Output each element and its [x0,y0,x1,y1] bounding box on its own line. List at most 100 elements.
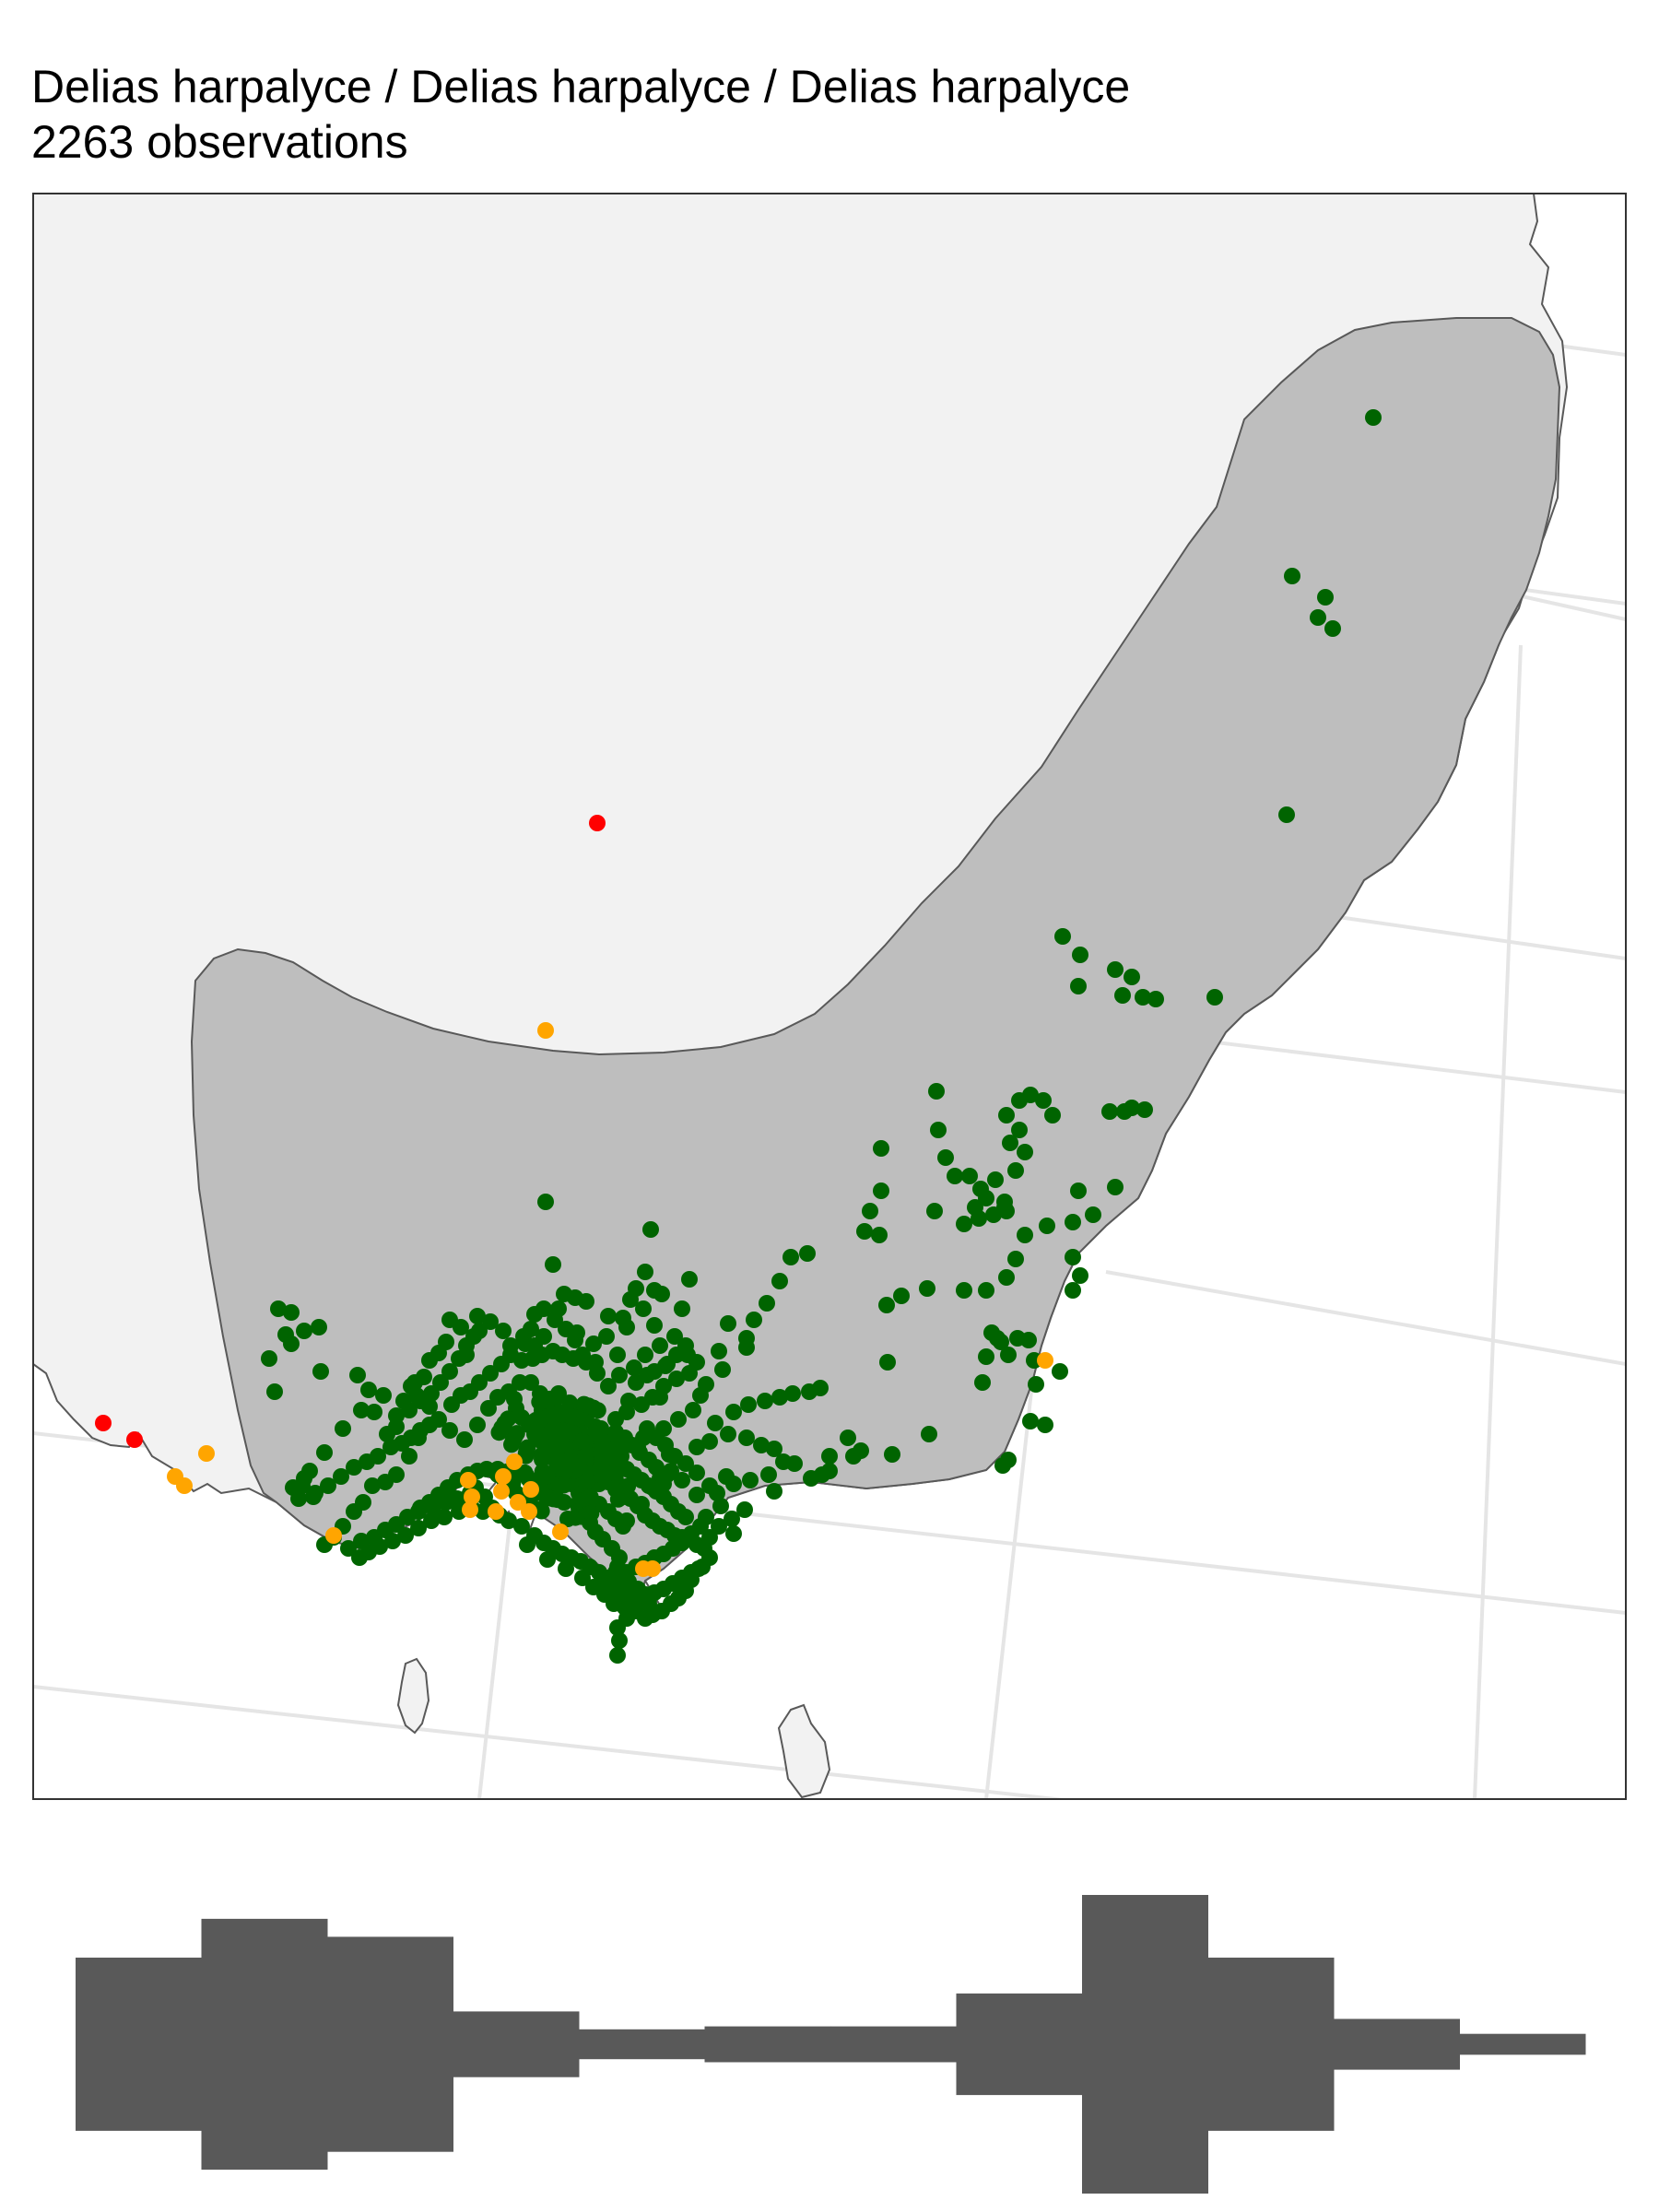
observation-point [1007,1251,1024,1267]
observation-point [609,1647,626,1664]
observation-point [425,1500,441,1516]
observation-point [379,1426,395,1442]
observation-point [666,1328,683,1345]
observation-point [994,1457,1011,1474]
observation-point [585,1335,602,1352]
observation-point [482,1313,499,1330]
observation-point [757,1393,773,1409]
observation-point [176,1477,193,1494]
observation-point [646,1363,663,1380]
observation-point [1107,1179,1124,1195]
observation-point [1114,987,1131,1004]
observation-point [1147,991,1164,1007]
observation-point [873,1140,889,1157]
observation-point [688,1465,705,1481]
observation-point [930,1122,947,1138]
observation-point [490,1424,508,1441]
observation-point [126,1431,143,1448]
observation-point [803,1470,819,1487]
observation-point [539,1551,556,1568]
observation-point [840,1430,856,1446]
observation-point [998,1107,1015,1124]
observation-point [978,1348,994,1365]
observation-point [506,1453,523,1470]
observation-point [410,1520,427,1536]
observation-point [469,1417,486,1433]
observation-point [441,1363,458,1380]
observation-point [670,1411,687,1428]
observation-point [978,1282,994,1299]
observation-point [408,1387,425,1404]
observation-point [266,1383,283,1400]
histogram-bar [76,1958,202,2131]
observation-point [681,1271,698,1288]
observation-point [493,1483,510,1500]
observation-point [285,1479,301,1496]
observation-point [510,1494,526,1511]
observation-point [659,1466,676,1483]
observation-point [615,1518,631,1535]
observation-point [611,1632,628,1649]
observation-point [1124,1100,1140,1116]
observation-point [956,1282,972,1299]
observation-point [1317,589,1334,606]
observation-point [588,1425,606,1442]
observation-point [740,1396,757,1413]
observation-point [533,1426,550,1443]
observation-point [475,1503,491,1520]
observation-point [1324,620,1341,637]
observation-point [346,1459,362,1476]
observation-point [685,1402,701,1418]
observation-point [871,1227,888,1243]
observation-point [956,1216,972,1232]
observation-point [353,1402,370,1418]
observation-point [742,1472,759,1488]
observation-point [615,1310,631,1326]
observation-point [1135,989,1151,1006]
observation-point [325,1527,342,1544]
observation-point [430,1411,447,1428]
observation-point [1037,1417,1053,1433]
observation-point [397,1527,414,1544]
observation-point [856,1223,873,1240]
observation-point [619,1477,637,1495]
observation-point [558,1560,574,1577]
observation-point [1022,1413,1039,1430]
observation-point [606,1595,622,1612]
observation-point [884,1446,900,1463]
observation-point [646,1317,663,1334]
observation-point [1365,409,1382,426]
observation-point [759,1295,775,1312]
observation-point [533,1502,550,1520]
observation-point [1278,806,1295,823]
observation-point [701,1529,718,1546]
observation-point [495,1323,512,1339]
observation-point [1101,1103,1118,1120]
observation-point [1124,969,1140,985]
observation-point [283,1335,300,1352]
observation-point [471,1374,488,1391]
observation-point [1065,1282,1081,1299]
observation-point [556,1286,572,1302]
observation-point [569,1324,585,1341]
observation-point [333,1468,349,1485]
histogram-bar [830,2026,957,2063]
observation-point [95,1415,112,1431]
observation-point [998,1269,1015,1286]
observation-point [893,1288,910,1304]
observation-point [270,1300,287,1317]
king-island [396,1657,430,1735]
observation-point [688,1487,705,1503]
histogram-bar [579,2029,705,2060]
observation-point [628,1592,644,1608]
observation-point [720,1315,736,1332]
observation-point [480,1400,497,1417]
observation-point [555,1422,572,1440]
observation-point [564,1408,582,1426]
observation-point [635,1300,652,1317]
observation-point [653,1286,670,1302]
observation-point [821,1448,838,1465]
observation-point [600,1378,617,1394]
observation-point [506,1391,523,1407]
observation-point [666,1448,683,1465]
